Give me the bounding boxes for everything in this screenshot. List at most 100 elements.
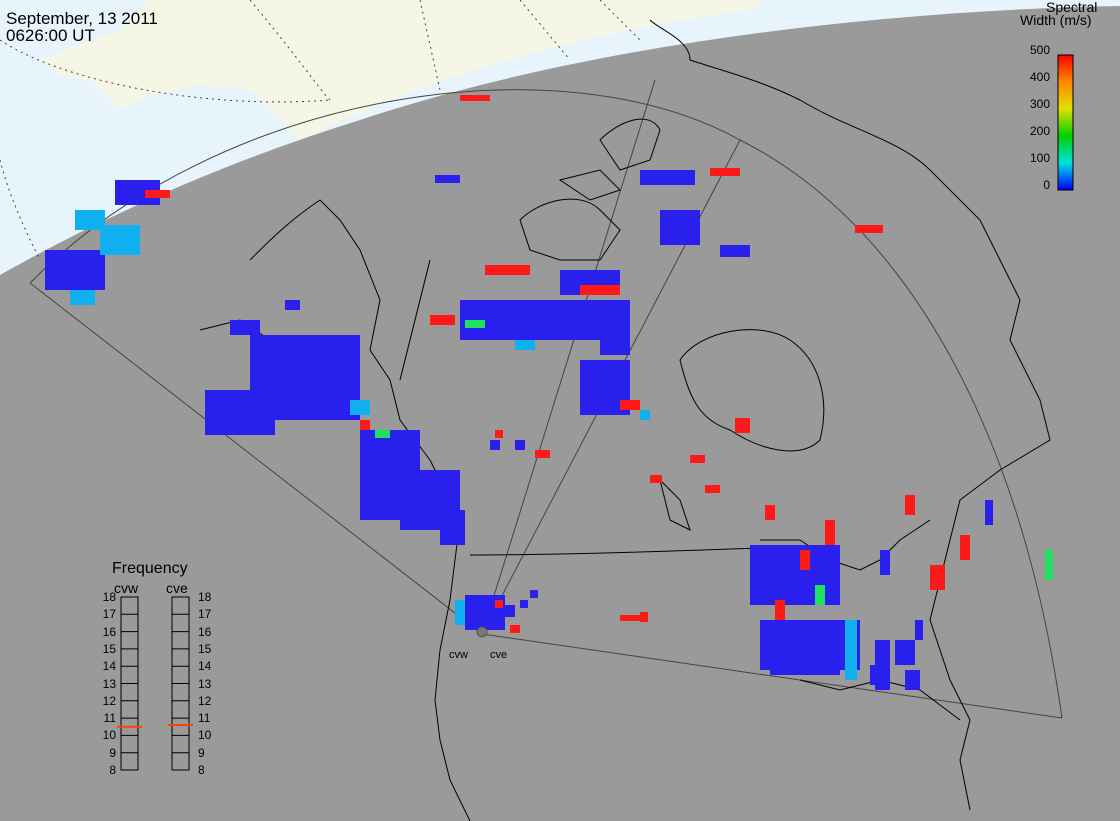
echo-cell xyxy=(535,450,550,458)
echo-cell xyxy=(495,600,503,608)
time-label: 0626:00 UT xyxy=(6,26,95,45)
echo-cell xyxy=(825,520,835,545)
frequency-tick-left: 15 xyxy=(102,641,116,656)
frequency-tick-left: 10 xyxy=(102,728,116,743)
echo-cell xyxy=(515,440,525,450)
frequency-radar-cvw: cvw xyxy=(114,580,139,596)
site-label-cve: cve xyxy=(490,649,508,661)
echo-cell xyxy=(75,210,105,230)
echo-cell xyxy=(650,475,662,483)
echo-cell xyxy=(750,545,840,605)
radar-site-marker xyxy=(476,626,488,638)
echo-cell xyxy=(520,600,528,608)
echo-cell xyxy=(960,535,970,560)
colorbar-title-line1: Spectral xyxy=(1046,0,1098,15)
echo-cell xyxy=(815,585,825,605)
echo-cell xyxy=(360,420,370,430)
echo-cell xyxy=(455,600,465,625)
colorbar xyxy=(1057,54,1074,191)
frequency-tick-left: 8 xyxy=(109,763,116,777)
echo-cell xyxy=(720,245,750,257)
colorbar-tick-300: 300 xyxy=(1029,97,1050,111)
echo-cell xyxy=(100,225,140,255)
echo-cell xyxy=(880,550,890,575)
daylight-land xyxy=(40,0,760,140)
echo-cell xyxy=(495,430,503,438)
colorbar-tick-200: 200 xyxy=(1029,124,1050,138)
echo-cell xyxy=(430,315,455,325)
frequency-tick-left: 9 xyxy=(109,745,116,760)
frequency-tick-left: 18 xyxy=(102,590,116,604)
echo-cell xyxy=(690,455,705,463)
coastlines xyxy=(199,19,1051,821)
frequency-tick-right: 18 xyxy=(198,590,212,604)
colorbar-title-line2: Width (m/s) xyxy=(1020,12,1092,28)
echo-cell xyxy=(600,330,630,355)
echo-cell xyxy=(465,320,485,328)
echo-cell xyxy=(985,500,993,525)
frequency-tick-left: 16 xyxy=(102,624,116,639)
echo-cell xyxy=(640,612,648,622)
frequency-tick-left: 13 xyxy=(102,676,116,691)
echo-cell xyxy=(490,440,500,450)
frequency-tick-right: 8 xyxy=(198,763,205,777)
frequency-tick-right: 16 xyxy=(198,624,212,639)
echo-cell xyxy=(895,640,915,665)
echo-cell xyxy=(640,410,650,420)
echo-cell xyxy=(375,430,390,438)
frequency-gauges xyxy=(120,596,190,771)
frequency-indicators xyxy=(117,724,193,728)
echo-cell xyxy=(855,225,883,233)
field-of-view xyxy=(29,79,1063,719)
echo-cell xyxy=(285,300,300,310)
graticule xyxy=(0,0,641,261)
echo-cell xyxy=(205,390,275,435)
colorbar-tick-500: 500 xyxy=(1029,43,1050,57)
echo-cell xyxy=(145,190,170,198)
date-label: September, 13 2011 xyxy=(6,9,158,28)
echo-cell xyxy=(870,665,880,685)
frequency-tick-right: 15 xyxy=(198,641,212,656)
echo-cell xyxy=(70,290,95,305)
colorbar-tick-0: 0 xyxy=(1043,178,1050,192)
echo-cell xyxy=(350,400,370,415)
echo-cell xyxy=(845,620,857,680)
echo-cell xyxy=(45,250,105,290)
frequency-tick-right: 14 xyxy=(198,659,212,674)
echo-cell xyxy=(580,285,620,295)
echo-cell xyxy=(930,565,945,590)
echo-cell xyxy=(915,620,923,640)
frequency-tick-left: 17 xyxy=(102,607,116,622)
frequency-tick-right: 10 xyxy=(198,728,212,743)
frequency-tick-right: 13 xyxy=(198,676,212,691)
echo-cell xyxy=(735,418,750,433)
colorbar-tick-400: 400 xyxy=(1029,70,1050,84)
echo-cell xyxy=(660,210,700,245)
echo-cell xyxy=(620,400,640,410)
echo-cell xyxy=(705,485,720,493)
frequency-radar-cve: cve xyxy=(166,580,188,596)
echo-cell xyxy=(775,600,785,620)
echo-cell xyxy=(485,265,530,275)
echo-cell xyxy=(530,590,538,598)
echo-cell xyxy=(620,615,640,621)
echo-cell xyxy=(500,605,515,617)
echo-cell xyxy=(640,170,695,185)
echo-cell xyxy=(440,510,465,545)
echo-cell xyxy=(710,168,740,176)
colorbar-tick-100: 100 xyxy=(1029,151,1050,165)
frequency-tick-right: 11 xyxy=(198,711,211,726)
echo-cell xyxy=(510,625,520,633)
site-label-cvw: cvw xyxy=(449,649,468,661)
frequency-tick-left: 12 xyxy=(102,693,116,708)
echo-cell xyxy=(905,670,920,690)
echo-cell xyxy=(905,495,915,515)
echo-cell xyxy=(230,320,260,335)
frequency-tick-right: 17 xyxy=(198,607,212,622)
echo-cell xyxy=(1045,550,1053,580)
radar-echo-cells xyxy=(45,95,1053,690)
echo-cell xyxy=(800,550,810,570)
frequency-tick-right: 9 xyxy=(198,745,205,760)
